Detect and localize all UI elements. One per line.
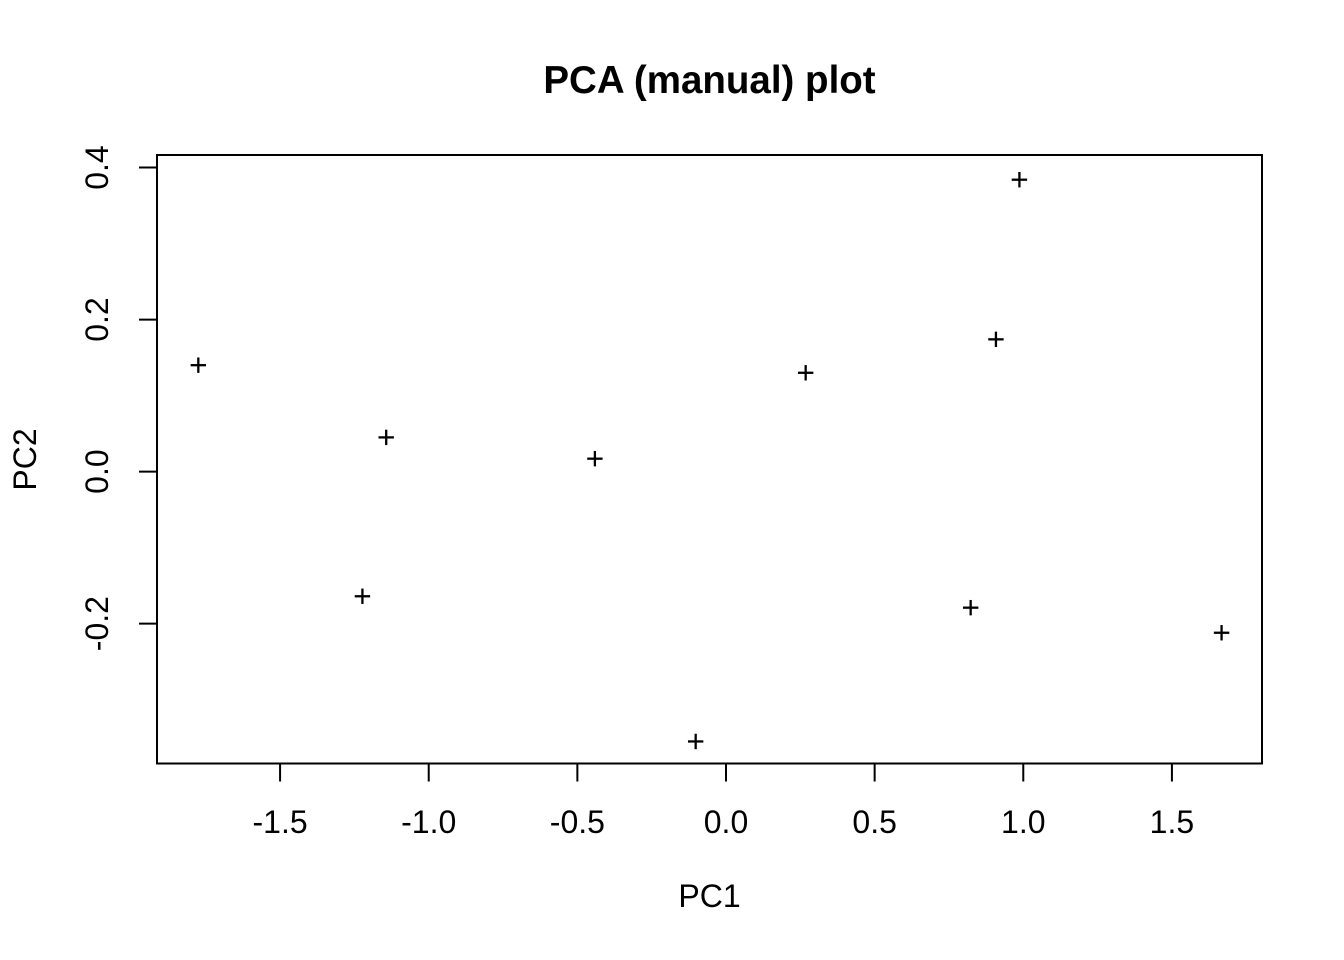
data-point-marker: [687, 733, 704, 750]
scatter-points: [190, 172, 1230, 750]
data-point-marker: [1213, 625, 1230, 641]
y-axis-label: PC2: [7, 428, 43, 490]
x-tick-label: 0.5: [852, 804, 896, 840]
chart-title: PCA (manual) plot: [543, 59, 875, 102]
y-tick-label: 0.0: [79, 449, 115, 493]
data-point-marker: [988, 331, 1004, 348]
x-tick-label: 0.0: [704, 804, 748, 840]
data-point-marker: [797, 365, 814, 381]
x-tick-label: -1.5: [253, 804, 308, 840]
y-tick-label: -0.2: [79, 596, 115, 651]
data-point-marker: [354, 588, 371, 604]
x-tick-label: -1.0: [401, 804, 456, 840]
y-axis-tick-labels: -0.2 0.0 0.2 0.4: [79, 145, 115, 651]
data-point-marker: [1011, 172, 1028, 188]
data-point-marker: [587, 450, 603, 467]
x-tick-label: -0.5: [550, 804, 605, 840]
x-axis-label: PC1: [678, 878, 740, 914]
x-tick-label: 1.0: [1001, 804, 1045, 840]
y-tick-label: 0.4: [79, 145, 115, 189]
x-tick-label: 1.5: [1150, 804, 1194, 840]
data-point-marker: [962, 599, 979, 616]
data-point-marker: [378, 429, 394, 446]
x-axis-tick-labels: -1.5 -1.0 -0.5 0.0 0.5 1.0 1.5: [253, 804, 1195, 840]
x-axis-ticks: [279, 763, 1173, 782]
y-tick-label: 0.2: [79, 297, 115, 341]
y-axis-ticks: [139, 166, 157, 625]
plot-area-box: [156, 154, 1263, 765]
data-point-marker: [190, 357, 207, 373]
